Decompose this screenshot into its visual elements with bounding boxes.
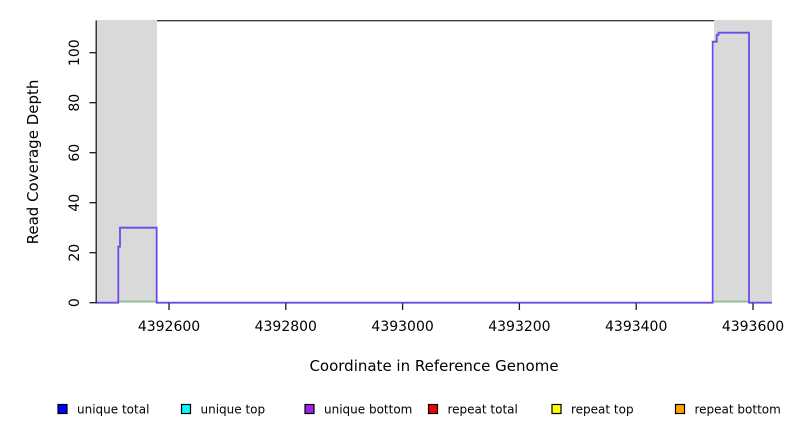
y-tick-label: 100: [67, 39, 83, 66]
x-axis: [168, 303, 754, 310]
x-tick-label: 4392800: [255, 319, 317, 335]
y-tick-label: 80: [67, 94, 83, 112]
y-tick-label: 0: [67, 298, 83, 307]
x-tick-label: 4392600: [138, 319, 200, 335]
coverage-trace: [96, 31, 772, 304]
y-tick-label: 20: [67, 244, 83, 262]
legend-label-repeat-bottom: repeat bottom: [695, 403, 781, 417]
legend-label-unique-bottom: unique bottom: [324, 403, 412, 417]
legend-label-repeat-total: repeat total: [448, 403, 518, 417]
legend-label-unique-total: unique total: [77, 403, 149, 417]
legend-swatch-repeat-top: [551, 403, 562, 415]
y-tick-labels: 0 20 40 60 80 100: [67, 39, 83, 307]
y-axis-title: Read Coverage Depth: [24, 80, 42, 245]
legend-swatch-unique-bottom: [304, 403, 315, 415]
y-tick-label: 60: [67, 144, 83, 162]
shaded-region-left: [96, 20, 157, 303]
y-tick-label: 40: [67, 194, 83, 212]
y-axis: [89, 20, 97, 304]
chart-legend: unique total unique top unique bottom re…: [57, 403, 781, 417]
legend-label-repeat-top: repeat top: [571, 403, 634, 417]
x-tick-label: 4393200: [488, 319, 550, 335]
x-axis-title: Coordinate in Reference Genome: [309, 357, 558, 375]
legend-swatch-repeat-bottom: [674, 403, 686, 415]
x-tick-labels: 4392600 4392800 4393000 4393200 4393400 …: [138, 319, 784, 335]
x-tick-label: 4393400: [605, 319, 667, 335]
legend-swatch-repeat-total: [427, 403, 439, 415]
legend-swatch-unique-total: [57, 403, 68, 415]
legend-label-unique-top: unique top: [201, 403, 266, 417]
shaded-region-right: [714, 20, 772, 303]
x-tick-label: 4393600: [722, 319, 784, 335]
x-tick-label: 4393000: [371, 319, 433, 335]
legend-swatch-unique-top: [180, 403, 192, 415]
